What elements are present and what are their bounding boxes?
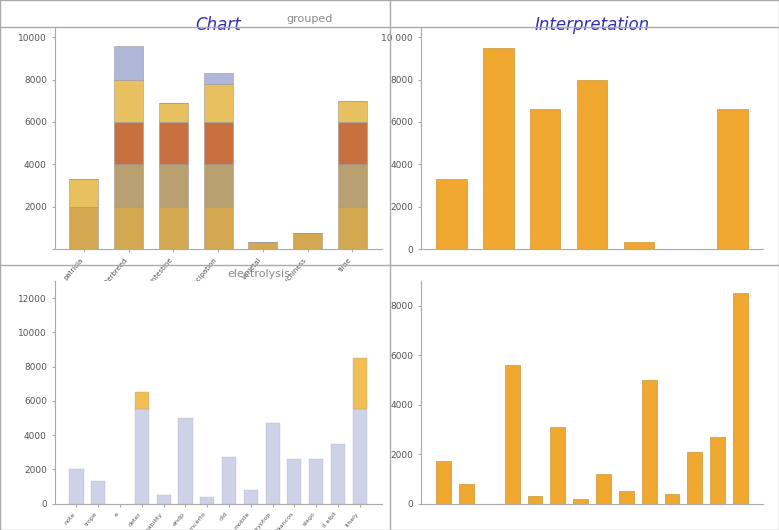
Bar	[338, 207, 367, 249]
Bar	[266, 423, 280, 503]
Bar	[710, 437, 725, 504]
Bar	[157, 495, 171, 504]
Bar	[203, 164, 233, 207]
Bar	[619, 491, 633, 503]
Bar	[573, 499, 588, 503]
Bar	[353, 409, 367, 504]
Bar	[624, 242, 654, 249]
Bar	[664, 493, 679, 503]
Bar	[505, 365, 520, 504]
Bar	[159, 164, 188, 207]
Bar	[459, 484, 474, 504]
Bar	[159, 103, 188, 122]
Bar	[69, 179, 98, 207]
Bar	[203, 122, 233, 164]
Bar	[436, 179, 467, 249]
Bar	[687, 452, 702, 504]
Bar	[222, 457, 236, 504]
Bar	[115, 122, 143, 164]
Text: Interpretation: Interpretation	[534, 16, 650, 34]
Bar	[733, 293, 748, 504]
Bar	[244, 490, 258, 504]
Text: Chart: Chart	[196, 16, 241, 34]
Bar	[596, 474, 611, 503]
Bar	[576, 80, 608, 249]
Bar	[159, 207, 188, 249]
Bar	[200, 497, 214, 503]
Bar	[115, 164, 143, 207]
Text: electrolysis: electrolysis	[227, 269, 290, 279]
Bar	[135, 409, 149, 504]
Bar	[249, 242, 277, 249]
Bar	[91, 481, 105, 504]
Bar	[717, 109, 748, 249]
Bar	[530, 109, 560, 249]
Bar	[331, 444, 345, 503]
Bar	[203, 207, 233, 249]
Bar	[338, 122, 367, 164]
Bar	[436, 462, 451, 504]
Bar	[338, 164, 367, 207]
Bar	[135, 392, 149, 409]
Bar	[527, 496, 542, 504]
Bar	[115, 207, 143, 249]
Bar	[178, 418, 192, 504]
Bar	[287, 459, 301, 504]
Bar	[309, 459, 323, 504]
Bar	[159, 122, 188, 164]
Text: grouped: grouped	[286, 14, 333, 24]
Bar	[69, 207, 98, 249]
Bar	[293, 233, 322, 249]
Bar	[115, 80, 143, 122]
Bar	[551, 427, 566, 504]
Bar	[69, 469, 83, 504]
Bar	[115, 46, 143, 80]
Bar	[642, 380, 657, 504]
Bar	[353, 358, 367, 409]
Bar	[483, 48, 513, 249]
Bar	[338, 101, 367, 122]
Bar	[203, 73, 233, 84]
Bar	[203, 84, 233, 122]
